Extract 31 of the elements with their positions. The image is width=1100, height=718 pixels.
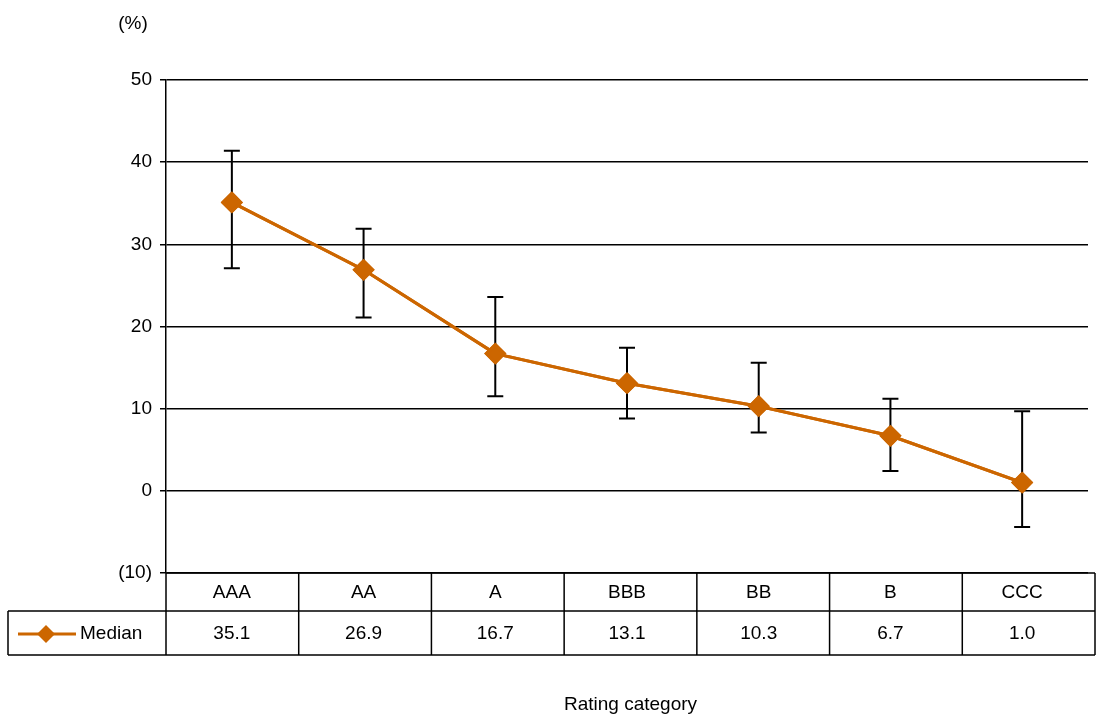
data-label: 13.1 [608,622,646,644]
y-tick-label: 20 [130,314,152,336]
x-tick-label: AAA [212,581,252,603]
point [221,191,243,213]
legend-label: Median [80,622,143,644]
y-tick-label: 30 [130,232,152,254]
x-tick-label: B [884,581,897,603]
point [484,343,506,365]
point [748,395,770,417]
data-label: 16.7 [476,622,514,644]
data-label: 35.1 [213,622,251,644]
x-axis-title: Rating category [563,693,698,715]
x-tick-label: AA [350,581,377,603]
data-label: 6.7 [877,622,904,644]
y-tick-label: 40 [130,150,152,172]
data-label: 10.3 [740,622,778,644]
data-label: 26.9 [345,622,383,644]
y-tick-label: (10) [118,561,152,583]
x-tick-label: BBB [607,581,647,603]
point [353,259,375,281]
x-tick-label: BB [746,581,772,603]
data-label: 1.0 [1008,622,1036,644]
y-tick-label: 10 [130,396,152,418]
point [1011,472,1033,494]
y-tick-label: 50 [130,68,152,90]
x-tick-label: CCC [1001,581,1043,603]
point [879,425,901,447]
point [616,372,638,394]
y-axis-title: (%) [118,12,148,34]
x-tick-label: A [488,581,502,603]
y-tick-label: 0 [141,479,152,501]
